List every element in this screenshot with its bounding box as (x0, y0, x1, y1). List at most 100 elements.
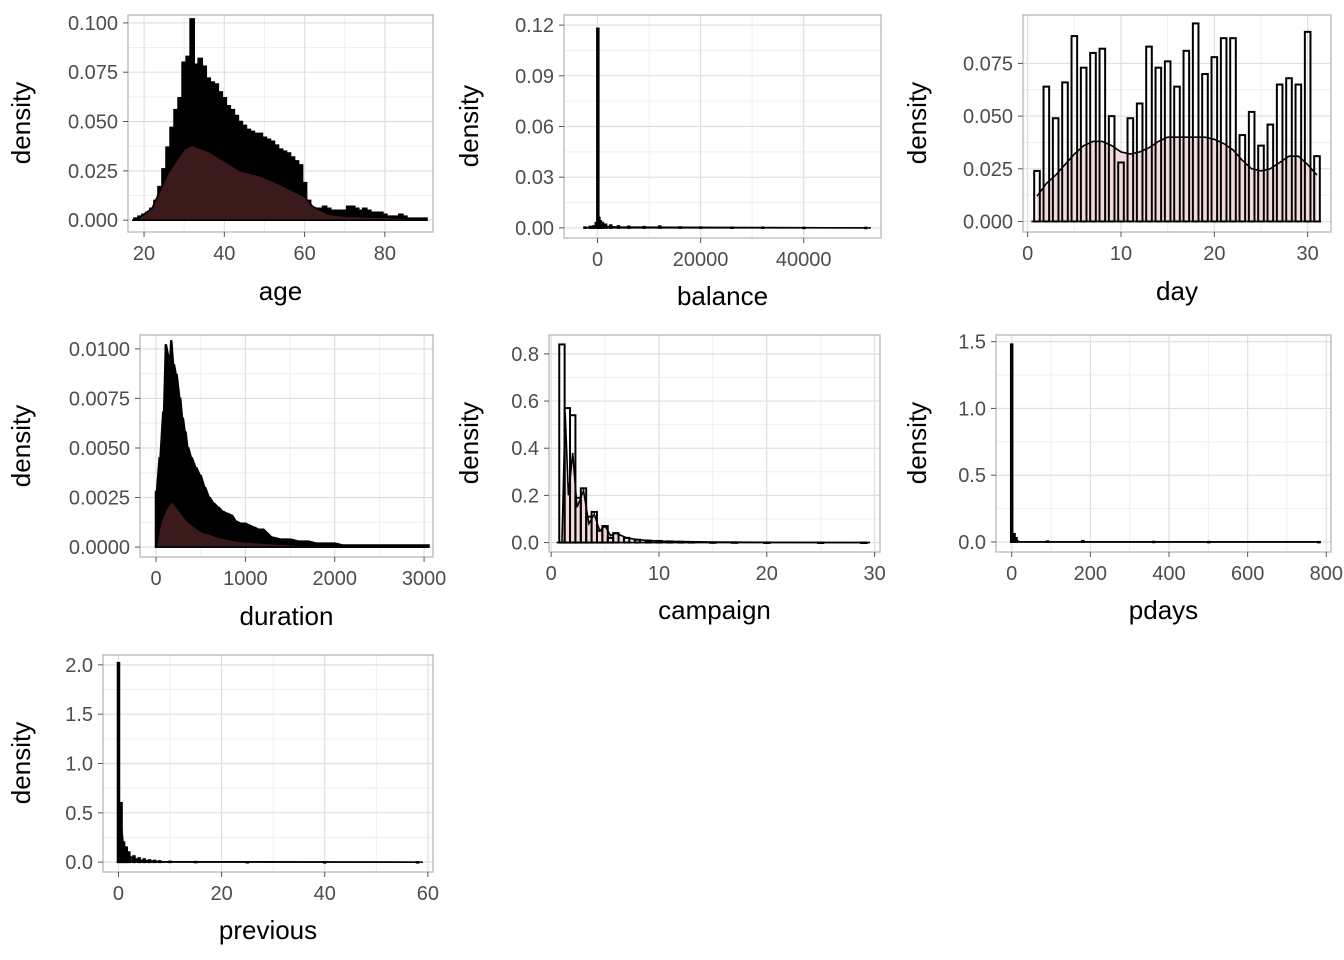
previous-x-axis-title: previous (219, 915, 317, 945)
day-y-tick-label: 0.075 (963, 53, 1013, 75)
campaign-y-tick-label: 0.2 (511, 485, 539, 507)
age-x-axis-title: age (259, 276, 302, 306)
balance-y-tick-label: 0.06 (515, 117, 554, 139)
previous-y-tick-label: 2.0 (65, 655, 93, 677)
previous-y-tick-label: 1.5 (65, 704, 93, 726)
day-density-area (1037, 137, 1317, 222)
balance-marks (583, 27, 871, 230)
previous-y-tick-label: 0.5 (65, 803, 93, 825)
previous-hist-bar-5 (132, 855, 136, 864)
campaign-x-tick-label: 20 (756, 563, 778, 585)
age-y-tick-label: 0.100 (68, 13, 118, 35)
pdays-x-tick-label: 200 (1074, 563, 1107, 585)
day-x-tick-label: 30 (1297, 243, 1319, 265)
day-y-tick-label: 0.000 (963, 211, 1013, 233)
previous-marks (116, 661, 423, 864)
duration-panel-border (139, 334, 434, 558)
day-y-tick-label: 0.025 (963, 159, 1013, 181)
duration-y-tick-label: 0.0000 (69, 537, 130, 559)
pdays-marks (1009, 343, 1321, 544)
previous-y-tick-label: 1.0 (65, 754, 93, 776)
age-y-tick-label: 0.075 (68, 62, 118, 84)
age-y-tick-label: 0.000 (68, 210, 118, 232)
pdays-x-tick-label: 0 (1006, 563, 1017, 585)
campaign-y-tick-label: 0.6 (511, 391, 539, 413)
day-y-axis-title: density (902, 82, 932, 164)
panel-day: 0 10 20 30 0.000 0.025 0.050 0.075 day density (902, 14, 1332, 306)
age-marks (132, 18, 428, 221)
previous-hist-bar-4 (127, 851, 131, 864)
duration-marks (154, 340, 430, 548)
pdays-y-tick-label: 0.0 (958, 532, 986, 554)
pdays-x-axis-title: pdays (1129, 595, 1198, 625)
balance-x-tick-label: 20000 (673, 249, 729, 271)
day-marks (1031, 22, 1321, 223)
campaign-x-tick-label: 30 (863, 563, 885, 585)
age-y-tick-label: 0.025 (68, 161, 118, 183)
duration-y-tick-label: 0.0025 (69, 488, 130, 510)
previous-x-tick-label: 40 (314, 883, 336, 905)
pdays-y-tick-label: 1.0 (958, 398, 986, 420)
pdays-y-axis-title: density (902, 402, 932, 484)
balance-x-tick-label: 0 (592, 249, 603, 271)
balance-y-tick-label: 0.03 (515, 167, 554, 189)
age-x-tick-label: 60 (293, 243, 315, 265)
balance-y-axis-title: density (454, 85, 484, 167)
duration-y-axis-title: density (6, 405, 36, 487)
age-x-tick-label: 40 (213, 243, 235, 265)
age-x-tick-label: 80 (374, 243, 396, 265)
campaign-y-axis-title: density (454, 402, 484, 484)
duration-y-tick-label: 0.0100 (69, 339, 130, 361)
day-panel-border (1022, 14, 1332, 233)
balance-x-axis-title: balance (677, 281, 768, 311)
duration-x-tick-label: 1000 (223, 568, 268, 590)
pdays-panel-border (995, 334, 1332, 553)
pdays-x-tick-label: 800 (1310, 563, 1343, 585)
pdays-y-tick-label: 1.5 (958, 332, 986, 354)
balance-hist-bar-4 (596, 27, 600, 229)
campaign-y-tick-label: 0.0 (511, 533, 539, 555)
age-y-tick-label: 0.050 (68, 112, 118, 134)
day-density-line (1036, 136, 1318, 197)
campaign-y-tick-label: 0.8 (511, 344, 539, 366)
previous-y-axis-title: density (6, 722, 36, 804)
panel-duration: 0 1000 2000 3000 0.0000 0.0025 0.0050 0.0075 0.0… (6, 334, 446, 631)
age-panel-border (127, 14, 434, 233)
campaign-x-tick-label: 10 (648, 563, 670, 585)
day-x-tick-label: 10 (1110, 243, 1132, 265)
panel-balance: 0 20000 40000 0.00 0.03 0.06 0.09 0.12 balance de… (454, 14, 882, 311)
age-x-tick-label: 20 (133, 243, 155, 265)
previous-x-tick-label: 0 (113, 883, 124, 905)
duration-y-tick-label: 0.0075 (69, 388, 130, 410)
panel-campaign: 0 10 20 30 0.0 0.2 0.4 0.6 0.8 campaign density (454, 334, 886, 625)
day-x-tick-label: 20 (1203, 243, 1225, 265)
campaign-marks (556, 343, 870, 545)
duration-density-area (156, 501, 429, 548)
pdays-x-tick-label: 400 (1152, 563, 1185, 585)
duration-y-tick-label: 0.0050 (69, 438, 130, 460)
duration-x-tick-label: 0 (151, 568, 162, 590)
campaign-x-tick-label: 0 (546, 563, 557, 585)
campaign-x-axis-title: campaign (658, 595, 771, 625)
age-density-area (136, 145, 425, 221)
panel-pdays: 0 200 400 600 800 0.0 0.5 1.0 1.5 pdays density (902, 332, 1343, 625)
panel-age: 20 40 60 80 0.000 0.025 0.050 0.075 0.100 age dens… (6, 13, 434, 306)
previous-hist-bar-1 (119, 801, 123, 864)
balance-y-tick-label: 0.00 (515, 218, 554, 240)
age-y-axis-title: density (6, 82, 36, 164)
panel-previous: 0 20 40 60 0.0 0.5 1.0 1.5 2.0 previous density (6, 654, 439, 945)
balance-y-tick-label: 0.12 (515, 15, 554, 37)
pdays-hist-bar-0 (1009, 343, 1014, 543)
balance-x-tick-label: 40000 (776, 249, 832, 271)
age-density-line (135, 144, 426, 221)
campaign-panel-border (548, 334, 881, 553)
campaign-y-tick-label: 0.4 (511, 438, 539, 460)
previous-hist-bar-0 (116, 661, 121, 864)
previous-x-tick-label: 60 (417, 883, 439, 905)
duration-x-axis-title: duration (240, 601, 334, 631)
day-x-axis-title: day (1156, 276, 1198, 306)
previous-y-tick-label: 0.0 (65, 852, 93, 874)
duration-x-tick-label: 2000 (312, 568, 357, 590)
pdays-y-tick-label: 0.5 (958, 465, 986, 487)
